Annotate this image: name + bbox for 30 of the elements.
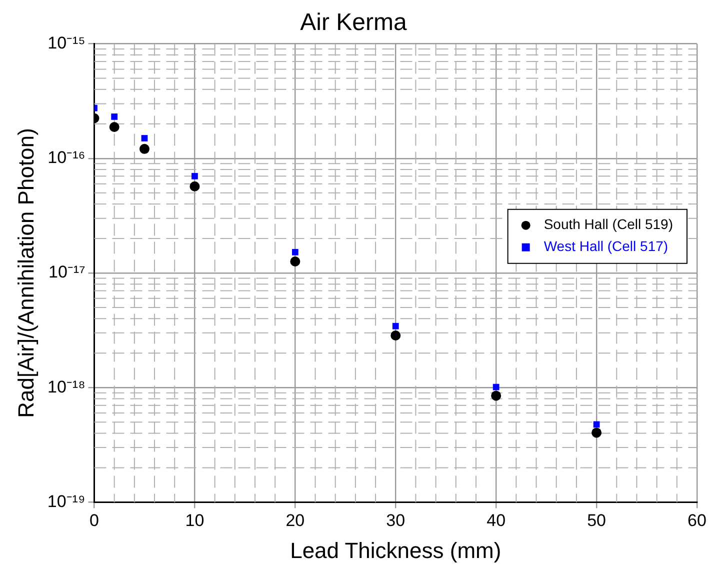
y-axis-title: Rad[Air]/(Annihilation Photon) bbox=[13, 128, 38, 418]
point bbox=[190, 181, 200, 192]
x-axis-title: Lead Thickness (mm) bbox=[290, 538, 502, 563]
y-tick-label: 10⁻¹⁶ bbox=[48, 148, 86, 168]
x-tick-label: 60 bbox=[688, 511, 706, 530]
legend-label: West Hall (Cell 517) bbox=[544, 238, 668, 254]
point bbox=[141, 135, 148, 142]
point bbox=[392, 322, 399, 330]
y-tick-label: 10⁻¹⁸ bbox=[48, 377, 86, 396]
point bbox=[139, 144, 150, 154]
y-tick-label: 10⁻¹⁷ bbox=[48, 262, 86, 282]
x-tick-label: 20 bbox=[286, 511, 305, 530]
x-tick-label: 0 bbox=[90, 511, 99, 530]
point bbox=[192, 172, 198, 180]
chart-title: Air Kerma bbox=[300, 9, 408, 36]
point bbox=[292, 248, 298, 256]
point bbox=[290, 256, 300, 266]
x-tick-label: 40 bbox=[486, 511, 506, 530]
point bbox=[592, 428, 602, 438]
x-tick-label: 50 bbox=[587, 511, 606, 530]
y-tick-label: 10⁻¹⁵ bbox=[48, 33, 86, 52]
legend-label: South Hall (Cell 519) bbox=[544, 216, 673, 232]
point bbox=[491, 390, 502, 401]
point bbox=[109, 122, 120, 132]
point bbox=[492, 384, 500, 390]
x-tick-label: 10 bbox=[185, 511, 204, 530]
point bbox=[390, 330, 401, 340]
point bbox=[111, 114, 118, 120]
x-tick-label: 30 bbox=[386, 511, 406, 530]
y-tick-label: 10⁻¹⁹ bbox=[47, 492, 86, 511]
